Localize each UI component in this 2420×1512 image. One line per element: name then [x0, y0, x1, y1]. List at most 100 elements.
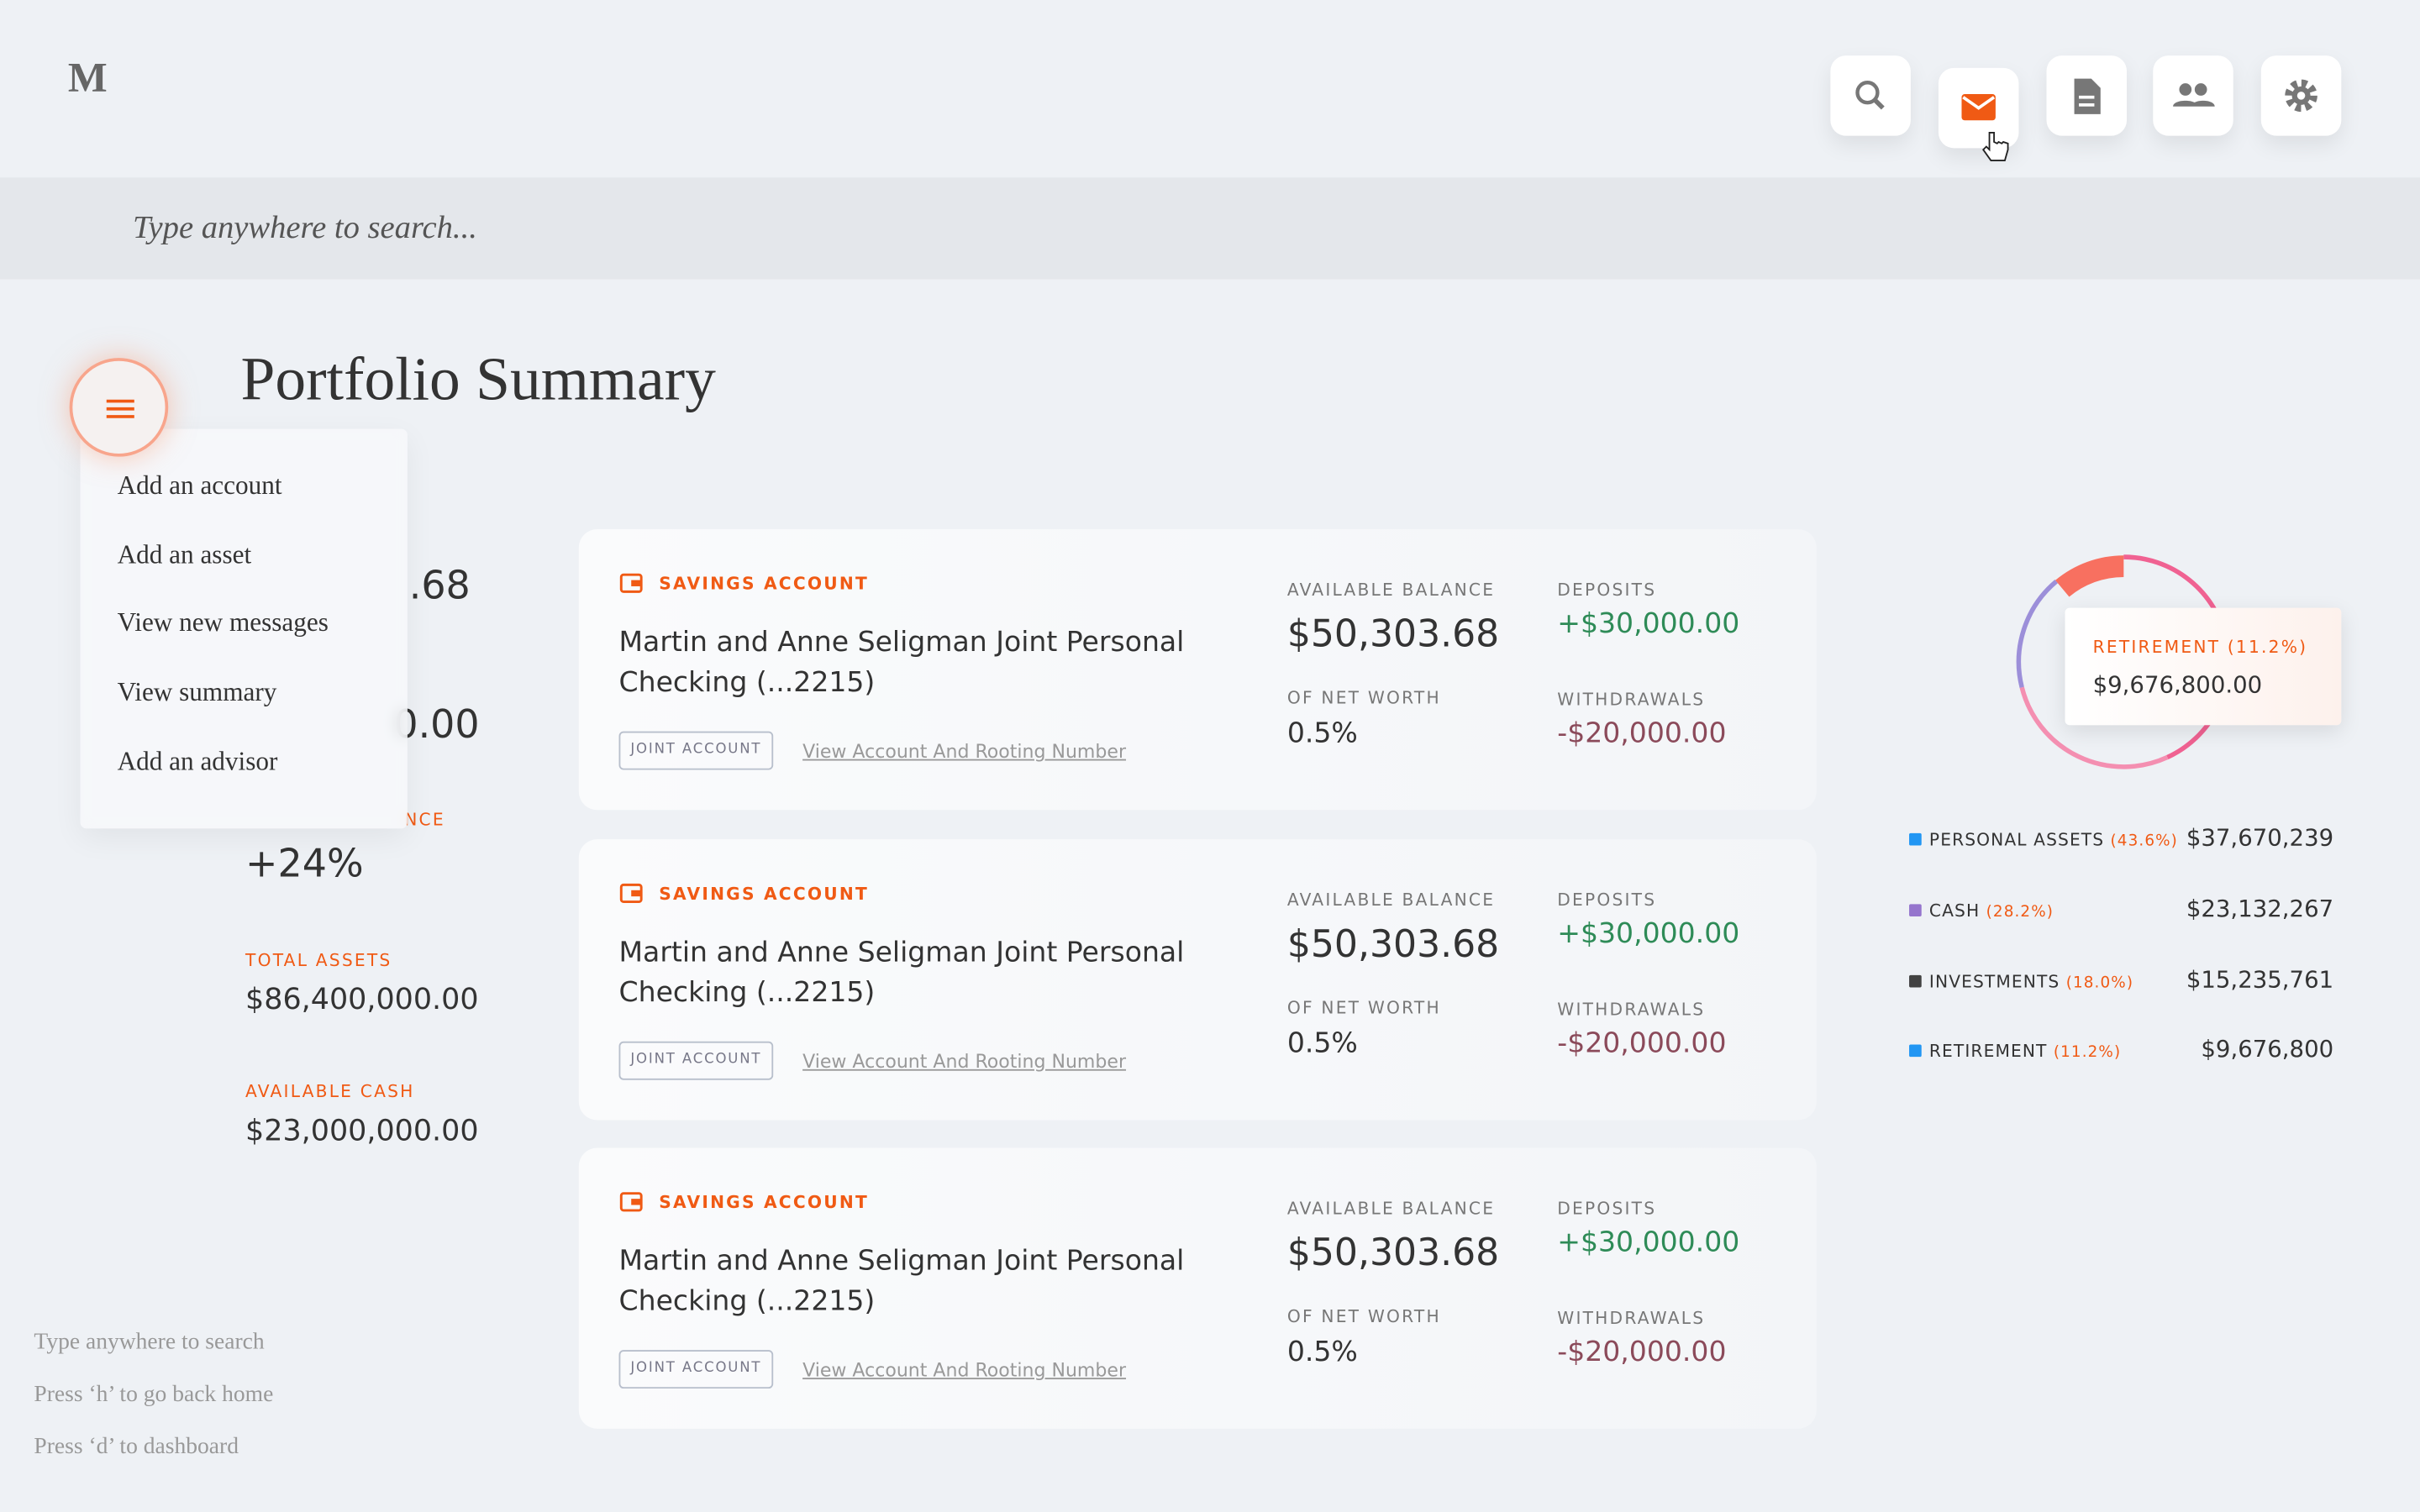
networth: 0.5%: [1286, 1336, 1358, 1369]
legend-name: INVESTMENTS: [1928, 971, 2060, 992]
wallet-icon: [619, 1192, 643, 1212]
account-badge: JOINT ACCOUNT: [618, 731, 774, 770]
legend-entry: PERSONAL ASSETS (43.6%): [1929, 832, 2178, 850]
account-name: Checking (...2215): [618, 1285, 876, 1318]
account-type: SAVINGS ACCOUNT: [659, 1192, 869, 1213]
legend-pct: (43.6%): [2110, 832, 2178, 851]
menu-item[interactable]: Add an account: [117, 470, 282, 501]
legend-swatch: [1909, 974, 1922, 987]
balance: $50,303.68: [1286, 1231, 1500, 1275]
networth-label: OF NET WORTH: [1286, 688, 1441, 709]
account-link[interactable]: View Account And Rooting Number: [802, 740, 1127, 763]
legend-pct: (18.0%): [2065, 974, 2134, 992]
doc-icon: [2074, 78, 2101, 114]
menu-item[interactable]: View summary: [117, 677, 277, 707]
legend-entry: RETIREMENT (11.2%): [1929, 1043, 2121, 1062]
stat-value: 0.00: [393, 701, 480, 747]
account-link[interactable]: View Account And Rooting Number: [802, 1049, 1127, 1072]
networth: 0.5%: [1286, 717, 1358, 750]
account-badge: JOINT ACCOUNT: [618, 1040, 774, 1079]
deposits-label: DEPOSITS: [1557, 580, 1657, 601]
legend-entry: INVESTMENTS (18.0%): [1929, 973, 2133, 991]
hint: Press ‘h’ to go back home: [34, 1382, 274, 1408]
deposits-label: DEPOSITS: [1557, 1199, 1657, 1220]
account-name: Martin and Anne Seligman Joint Personal: [618, 626, 1185, 659]
account-card[interactable]: SAVINGS ACCOUNT Martin and Anne Seligman …: [578, 838, 1817, 1120]
logo[interactable]: M: [67, 54, 108, 101]
account-link[interactable]: View Account And Rooting Number: [802, 1359, 1127, 1381]
search-icon: [1855, 81, 1885, 110]
legend-amount: $23,132,267: [2186, 894, 2334, 922]
stat-value: $23,000,000.00: [245, 1114, 479, 1148]
page-title: Portfolio Summary: [240, 344, 716, 414]
menu-item[interactable]: Add an asset: [117, 539, 252, 570]
account-card[interactable]: SAVINGS ACCOUNT Martin and Anne Seligman …: [578, 1147, 1817, 1429]
menu-item[interactable]: Add an advisor: [117, 746, 278, 776]
search-placeholder[interactable]: Type anywhere to search...: [132, 207, 477, 246]
balance: $50,303.68: [1286, 612, 1500, 656]
withdrawals: -$20,000.00: [1557, 717, 1727, 750]
tooltip-label: RETIREMENT (11.2%): [2092, 637, 2308, 658]
withdrawals-label: WITHDRAWALS: [1557, 1308, 1706, 1329]
stat-value: +24%: [245, 841, 364, 886]
menu-button[interactable]: [69, 358, 169, 457]
account-type: SAVINGS ACCOUNT: [659, 883, 869, 904]
networth-label: OF NET WORTH: [1286, 1306, 1441, 1327]
account-name: Martin and Anne Seligman Joint Personal: [618, 935, 1185, 969]
legend-amount: $15,235,761: [2186, 965, 2334, 994]
gear-icon: [2285, 79, 2317, 113]
menu-item[interactable]: View new messages: [117, 608, 329, 638]
networth-label: OF NET WORTH: [1286, 997, 1441, 1018]
legend-swatch: [1909, 832, 1922, 846]
deposits: +$30,000.00: [1557, 1226, 1740, 1259]
legend-name: PERSONAL ASSETS: [1928, 830, 2105, 851]
donut-segment[interactable]: [2055, 555, 2124, 597]
messages-button[interactable]: [1938, 67, 2019, 149]
legend-swatch: [1909, 903, 1922, 916]
balance-label: AVAILABLE BALANCE: [1286, 580, 1496, 601]
wallet-icon: [619, 573, 643, 593]
donut-segment[interactable]: [2019, 686, 2169, 769]
legend-swatch: [1909, 1045, 1922, 1058]
legend-amount: $37,670,239: [2186, 823, 2334, 852]
stat-value: $86,400,000.00: [245, 983, 479, 1017]
stat-value: .68: [408, 563, 471, 608]
balance-label: AVAILABLE BALANCE: [1286, 1199, 1496, 1220]
account-badge: JOINT ACCOUNT: [618, 1350, 774, 1389]
donut-segment[interactable]: [2016, 580, 2058, 689]
people-button[interactable]: [2153, 55, 2233, 136]
balance-label: AVAILABLE BALANCE: [1286, 889, 1496, 910]
legend-amount: $9,676,800: [2201, 1036, 2334, 1064]
stat-label: TOTAL ASSETS: [245, 950, 392, 971]
legend-name: CASH: [1928, 900, 1981, 921]
legend-pct: (11.2%): [2053, 1045, 2122, 1063]
account-card[interactable]: SAVINGS ACCOUNT Martin and Anne Seligman …: [578, 529, 1817, 811]
legend-entry: CASH (28.2%): [1929, 902, 2054, 921]
account-type: SAVINGS ACCOUNT: [659, 574, 869, 595]
documents-button[interactable]: [2046, 55, 2128, 136]
balance: $50,303.68: [1286, 921, 1500, 965]
deposits-label: DEPOSITS: [1557, 889, 1657, 910]
hamburger-icon: [106, 399, 134, 418]
withdrawals-label: WITHDRAWALS: [1557, 690, 1706, 710]
settings-button[interactable]: [2260, 55, 2342, 136]
tooltip-value: $9,676,800.00: [2092, 670, 2263, 700]
networth: 0.5%: [1286, 1026, 1358, 1059]
menu-panel: [80, 428, 408, 829]
stat-label: NCE: [404, 810, 445, 831]
legend-pct: (28.2%): [1986, 903, 2054, 921]
withdrawals: -$20,000.00: [1557, 1026, 1727, 1059]
tooltip: [2065, 607, 2342, 726]
account-name: Checking (...2215): [618, 666, 876, 700]
people-icon: [2173, 83, 2215, 107]
wallet-icon: [619, 882, 643, 903]
deposits: +$30,000.00: [1557, 607, 1740, 641]
search-bar[interactable]: [0, 177, 2420, 280]
hint: Type anywhere to search: [34, 1330, 265, 1355]
deposits: +$30,000.00: [1557, 916, 1740, 950]
cursor: [1982, 132, 2009, 161]
account-name: Martin and Anne Seligman Joint Personal: [618, 1245, 1185, 1278]
search-button[interactable]: [1830, 55, 1911, 136]
legend-name: RETIREMENT: [1928, 1042, 2048, 1063]
